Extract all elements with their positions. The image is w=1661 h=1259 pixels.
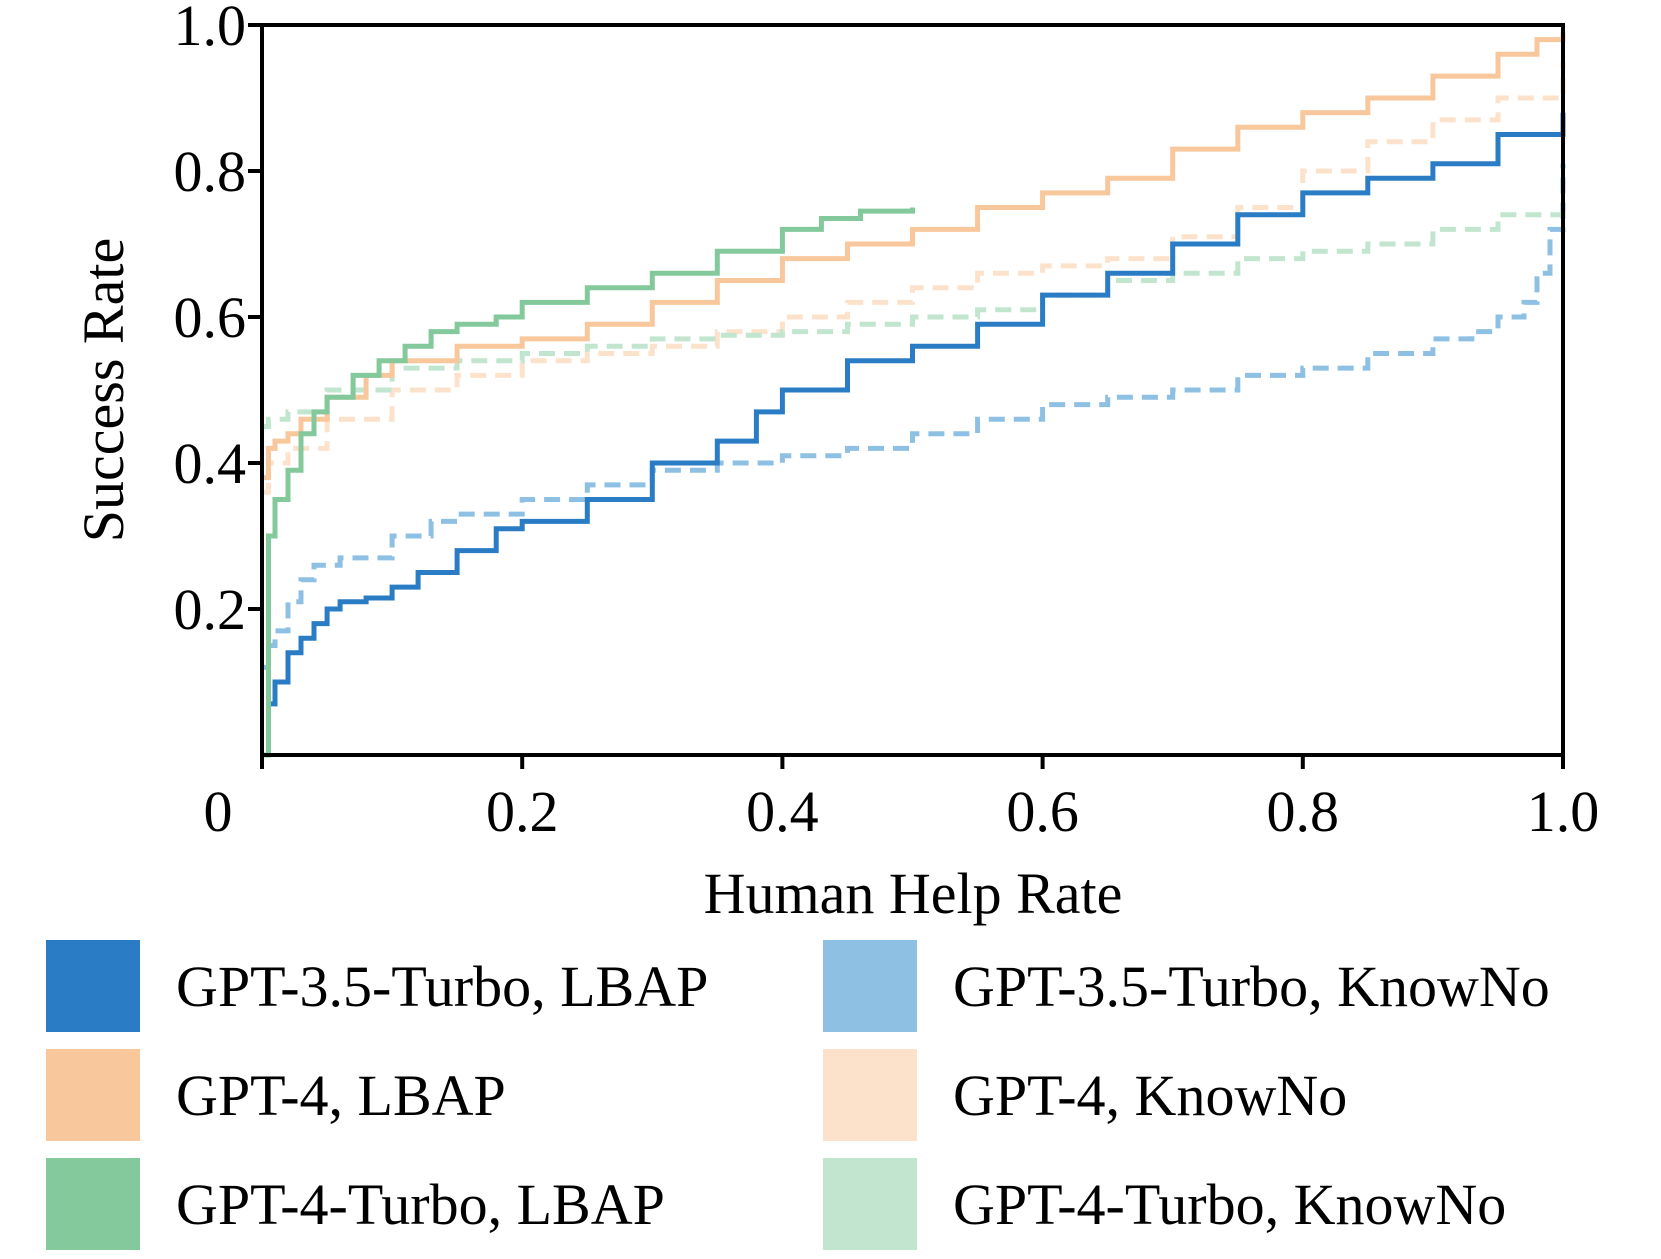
axes-layer: 0 0.2 0.4 0.6 0.8 1.0 0.2 0.4 0.6 0.8 1.0	[174, 0, 1600, 844]
x-tick-label: 0.2	[486, 779, 559, 844]
x-tick-label: 0.8	[1267, 779, 1340, 844]
legend-swatch	[823, 1049, 917, 1141]
legend-label: GPT-4-Turbo, KnowNo	[953, 1171, 1507, 1237]
y-tick-label: 0.2	[174, 577, 247, 642]
series-line	[262, 207, 915, 758]
legend-item: GPT-4, KnowNo	[823, 1049, 1347, 1141]
y-tick-label: 0.6	[174, 285, 247, 350]
legend-swatch	[46, 1049, 140, 1141]
x-tick-label: 1.0	[1527, 779, 1600, 844]
series-line	[262, 163, 1566, 670]
legend-item: GPT-4, LBAP	[46, 1049, 506, 1141]
series-line	[262, 207, 1566, 429]
legend-swatch	[46, 1158, 140, 1250]
legend-swatch	[823, 940, 917, 1032]
y-tick-label: 0.8	[174, 139, 247, 204]
x-tick-label: 0.6	[1006, 779, 1079, 844]
series-layer	[262, 32, 1566, 758]
legend-swatch	[46, 940, 140, 1032]
legend-item: GPT-3.5-Turbo, LBAP	[46, 940, 708, 1032]
legend-item: GPT-4-Turbo, LBAP	[46, 1158, 665, 1250]
series-line	[262, 32, 1566, 481]
legend-swatch	[823, 1158, 917, 1250]
legend-label: GPT-3.5-Turbo, LBAP	[176, 953, 709, 1019]
x-tick-label: 0	[204, 779, 233, 844]
legend-label: GPT-4, LBAP	[176, 1062, 506, 1128]
legend-label: GPT-4-Turbo, LBAP	[176, 1171, 665, 1237]
x-tick-label: 0.4	[746, 779, 819, 844]
plot-frame	[260, 23, 1565, 757]
chart-legend: GPT-3.5-Turbo, LBAP GPT-4, LBAP GPT-4-Tu…	[0, 940, 1661, 1259]
legend-item: GPT-4-Turbo, KnowNo	[823, 1158, 1506, 1250]
line-chart: 0 0.2 0.4 0.6 0.8 1.0 0.2 0.4 0.6 0.8 1.0 Human He…	[71, 0, 1600, 926]
series-line	[262, 112, 1566, 758]
x-axis-title: Human Help Rate	[704, 861, 1123, 926]
y-tick-label: 1.0	[174, 0, 247, 58]
y-tick-label: 0.4	[174, 431, 247, 496]
legend-label: GPT-4, KnowNo	[953, 1062, 1348, 1128]
legend-item: GPT-3.5-Turbo, KnowNo	[823, 940, 1550, 1032]
series-line	[262, 61, 1566, 495]
y-axis-title: Success Rate	[71, 238, 136, 542]
legend-label: GPT-3.5-Turbo, KnowNo	[953, 953, 1550, 1019]
